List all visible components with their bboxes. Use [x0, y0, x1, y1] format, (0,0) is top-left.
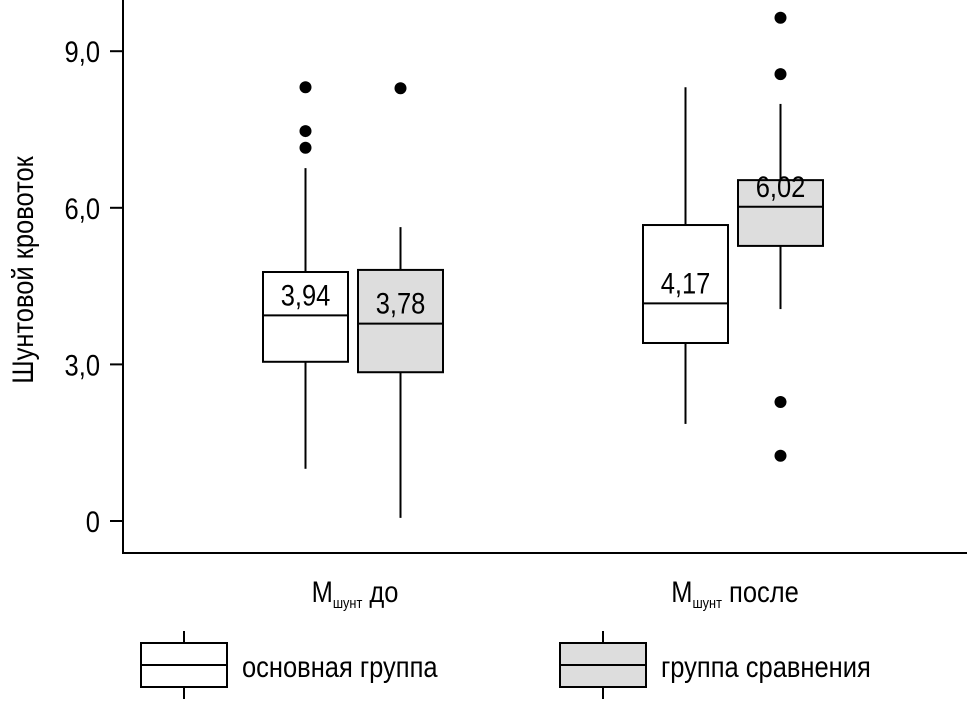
- box: [262, 271, 349, 363]
- outlier-point: [299, 141, 312, 154]
- y-axis-label: Шунтовой кровоток: [6, 155, 39, 383]
- x-category-label: Mшунт до: [312, 575, 399, 611]
- outlier-point: [299, 125, 312, 138]
- legend-item: основная группа: [140, 631, 438, 699]
- box-0-1: 4,17: [642, 87, 729, 424]
- box-0-0: 3,94: [262, 81, 349, 469]
- box: [642, 224, 729, 344]
- outlier-point: [774, 68, 787, 81]
- box: [737, 179, 824, 247]
- box-1-0: 3,78: [357, 82, 444, 518]
- median-label: 4,17: [661, 266, 711, 299]
- median-label: 6,02: [756, 170, 806, 203]
- y-tick-label: 3,0: [65, 348, 100, 381]
- median-label: 3,78: [376, 287, 426, 320]
- outlier-point: [774, 395, 787, 408]
- axes: 0 3,0 6,0 9,0 Шунтовой кровоток Mшунт до Mшунт…: [6, 0, 967, 611]
- median-label: 3,94: [281, 278, 331, 311]
- y-tick-label: 0: [86, 505, 100, 538]
- legend-label: основная группа: [242, 650, 438, 683]
- legend-item: группа сравнения: [559, 631, 871, 699]
- legend: основная группа группа сравнения: [140, 631, 871, 699]
- x-category-label: Mшунт после: [671, 575, 799, 611]
- box: [357, 268, 444, 374]
- outlier-point: [299, 81, 312, 94]
- legend-label: группа сравнения: [661, 650, 871, 683]
- y-tick-label: 9,0: [65, 35, 100, 68]
- outlier-point: [774, 449, 787, 462]
- y-tick-label: 6,0: [65, 192, 100, 225]
- outlier-point: [394, 82, 407, 95]
- box-1-1: 6,02: [737, 11, 824, 462]
- outlier-point: [774, 11, 787, 24]
- boxes: 3,94 4,17 3,78 6,02: [262, 11, 824, 518]
